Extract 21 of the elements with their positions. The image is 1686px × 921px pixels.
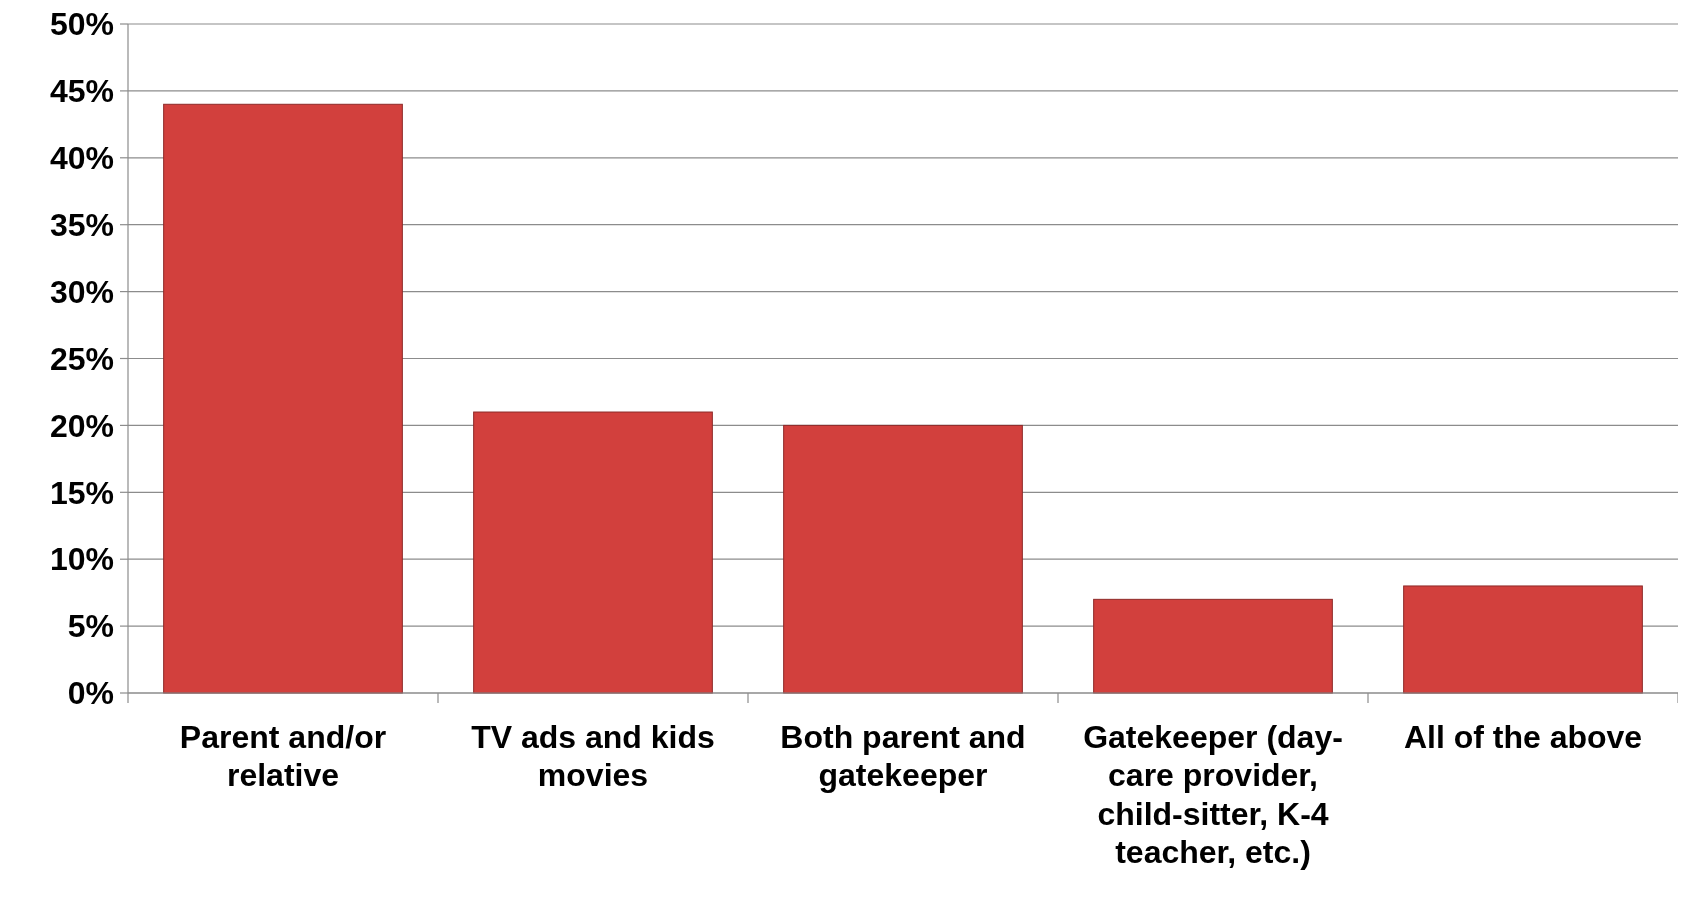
bar — [1403, 585, 1643, 694]
y-tick-label: 20% — [49, 407, 114, 444]
x-tick-label: TV ads and kids movies — [471, 719, 715, 794]
y-tick-label: 50% — [49, 6, 114, 43]
bar — [473, 411, 713, 694]
x-tick-label: Parent and/or relative — [179, 719, 387, 794]
y-tick-label: 10% — [49, 541, 114, 578]
x-tick-label: Both parent and gatekeeper — [780, 719, 1026, 794]
bar — [163, 103, 403, 694]
bar — [1093, 598, 1333, 694]
y-tick-label: 5% — [67, 608, 114, 645]
x-tick-label: Gatekeeper (day-care provider, child-sitter, K-4 teacher, etc.) — [1083, 719, 1343, 871]
bar — [783, 424, 1023, 694]
y-tick-label: 40% — [49, 140, 114, 176]
y-tick-label: 15% — [49, 474, 114, 511]
x-tick-label: All of the above — [1403, 719, 1643, 755]
y-tick-label: 25% — [49, 340, 114, 377]
y-tick-label: 0% — [67, 675, 114, 712]
y-tick-label: 35% — [49, 206, 114, 243]
y-tick-label: 45% — [49, 73, 114, 110]
y-tick-label: 30% — [49, 273, 114, 310]
